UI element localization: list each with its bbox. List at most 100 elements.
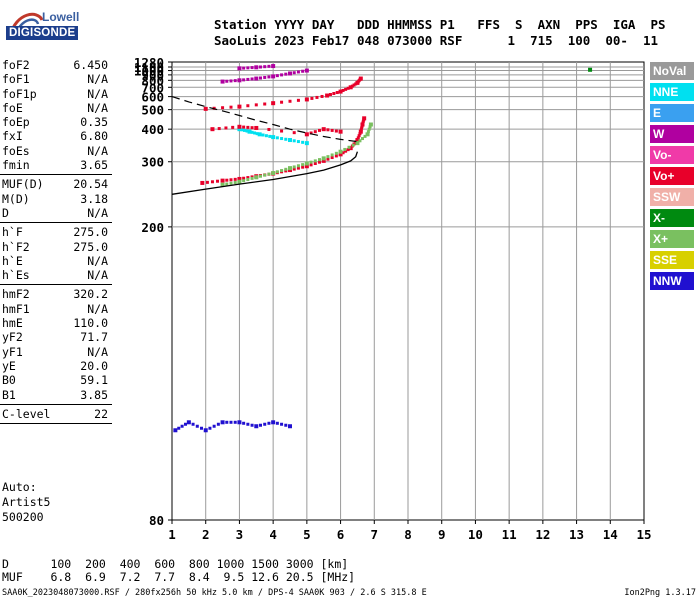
echo-point <box>250 126 254 130</box>
parameter-row: C-level 22 <box>0 407 112 421</box>
echo-point <box>284 72 288 76</box>
x-tick-label: 13 <box>569 527 584 542</box>
echo-point <box>242 176 246 180</box>
legend-item-nne: NNE <box>650 83 694 101</box>
echo-point <box>351 143 355 147</box>
echo-point <box>292 167 296 171</box>
parameter-name: D <box>2 205 9 220</box>
legend-item-ssw: SSW <box>650 188 694 206</box>
echo-point <box>237 78 242 83</box>
echo-point <box>233 420 237 424</box>
echo-point <box>263 65 267 69</box>
echo-point <box>191 422 195 426</box>
parameter-value: 59.1 <box>80 373 108 388</box>
parameter-row: fmin 3.65 <box>0 158 112 172</box>
echo-point <box>301 69 305 73</box>
echo-point <box>344 87 348 91</box>
echo-point <box>301 140 305 144</box>
echo-point <box>257 132 262 137</box>
echo-point <box>200 180 205 185</box>
echo-point <box>254 103 258 107</box>
echo-point <box>341 88 345 92</box>
echo-point <box>259 423 262 427</box>
echo-point <box>326 128 330 132</box>
echo-point <box>346 86 350 90</box>
echo-point <box>360 137 364 141</box>
parameter-value: 0.35 <box>80 115 108 130</box>
parameter-name: foF1 <box>2 72 30 87</box>
echo-point <box>225 182 229 186</box>
echo-point <box>275 170 279 174</box>
echo-point <box>242 421 246 425</box>
parameter-row: foEp 0.35 <box>0 115 112 129</box>
parameter-name: h`F <box>2 225 23 240</box>
echo-point <box>263 422 267 426</box>
echo-point <box>216 179 220 183</box>
x-tick-label: 5 <box>303 527 311 542</box>
echo-point <box>335 91 339 95</box>
echo-point <box>304 132 309 137</box>
echo-trace <box>220 68 309 84</box>
parameter-value: N/A <box>87 205 108 220</box>
echo-point <box>229 178 233 182</box>
parameter-value: N/A <box>87 72 108 87</box>
parameter-value: 275.0 <box>73 239 108 254</box>
echo-point <box>288 166 292 171</box>
echo-point <box>304 97 309 102</box>
echo-point <box>237 66 242 71</box>
echo-point <box>263 75 267 79</box>
parameter-name: hmE <box>2 316 23 331</box>
echo-point <box>267 172 271 176</box>
parameter-name: foEs <box>2 143 30 158</box>
parameter-separator <box>0 284 112 286</box>
echo-point <box>361 119 365 123</box>
echo-point <box>280 100 284 104</box>
echo-point <box>254 424 259 429</box>
parameter-row: foE N/A <box>0 101 112 115</box>
echo-point <box>367 127 371 131</box>
header-line-1: Station YYYY DAY DDD HHMMSS P1 FFS S AXN… <box>214 17 666 32</box>
parameter-panel: foF2 6.450 foF1 N/A foF1p N/A foE N/A foEp 0.35 fx… <box>0 58 112 426</box>
parameter-name: h`E <box>2 253 23 268</box>
echo-point <box>325 93 330 98</box>
y-tick-label: 1280 <box>134 55 164 70</box>
echo-point <box>346 148 350 152</box>
parameter-value: 6.80 <box>80 129 108 144</box>
echo-point <box>221 106 225 110</box>
echo-point <box>253 131 257 135</box>
echo-point <box>359 128 363 132</box>
echo-point <box>247 129 252 134</box>
echo-point <box>328 93 332 97</box>
parameter-separator <box>0 174 112 176</box>
parameter-row: B1 3.85 <box>0 388 112 402</box>
echo-point <box>588 67 593 72</box>
parameter-row: yE 20.0 <box>0 359 112 373</box>
parameter-value: 22 <box>94 406 108 421</box>
echo-point <box>246 77 250 81</box>
y-tick-label: 1100 <box>134 60 164 75</box>
x-tick-label: 14 <box>603 527 618 542</box>
echo-point <box>240 128 244 132</box>
echo-point <box>338 89 343 94</box>
echo-trace <box>237 64 276 71</box>
y-tick-label: 80 <box>149 513 164 528</box>
echo-point <box>271 74 276 79</box>
echo-point <box>224 126 228 130</box>
echo-point <box>309 163 313 167</box>
echo-point <box>358 76 363 81</box>
parameter-value: 3.65 <box>80 158 108 173</box>
echo-point <box>288 71 292 76</box>
model-dashed-curve <box>171 96 358 143</box>
echo-point <box>313 130 317 134</box>
parameter-separator <box>0 403 112 405</box>
echo-point <box>310 96 314 100</box>
echo-point <box>242 125 246 129</box>
legend-item-vo: Vo+ <box>650 167 694 185</box>
echo-point <box>242 179 246 183</box>
echo-point <box>271 101 276 106</box>
echo-point <box>368 122 373 127</box>
echo-point <box>326 155 330 159</box>
echo-point <box>195 424 199 428</box>
echo-point <box>363 134 367 138</box>
parameter-row: foF2 6.450 <box>0 58 112 72</box>
